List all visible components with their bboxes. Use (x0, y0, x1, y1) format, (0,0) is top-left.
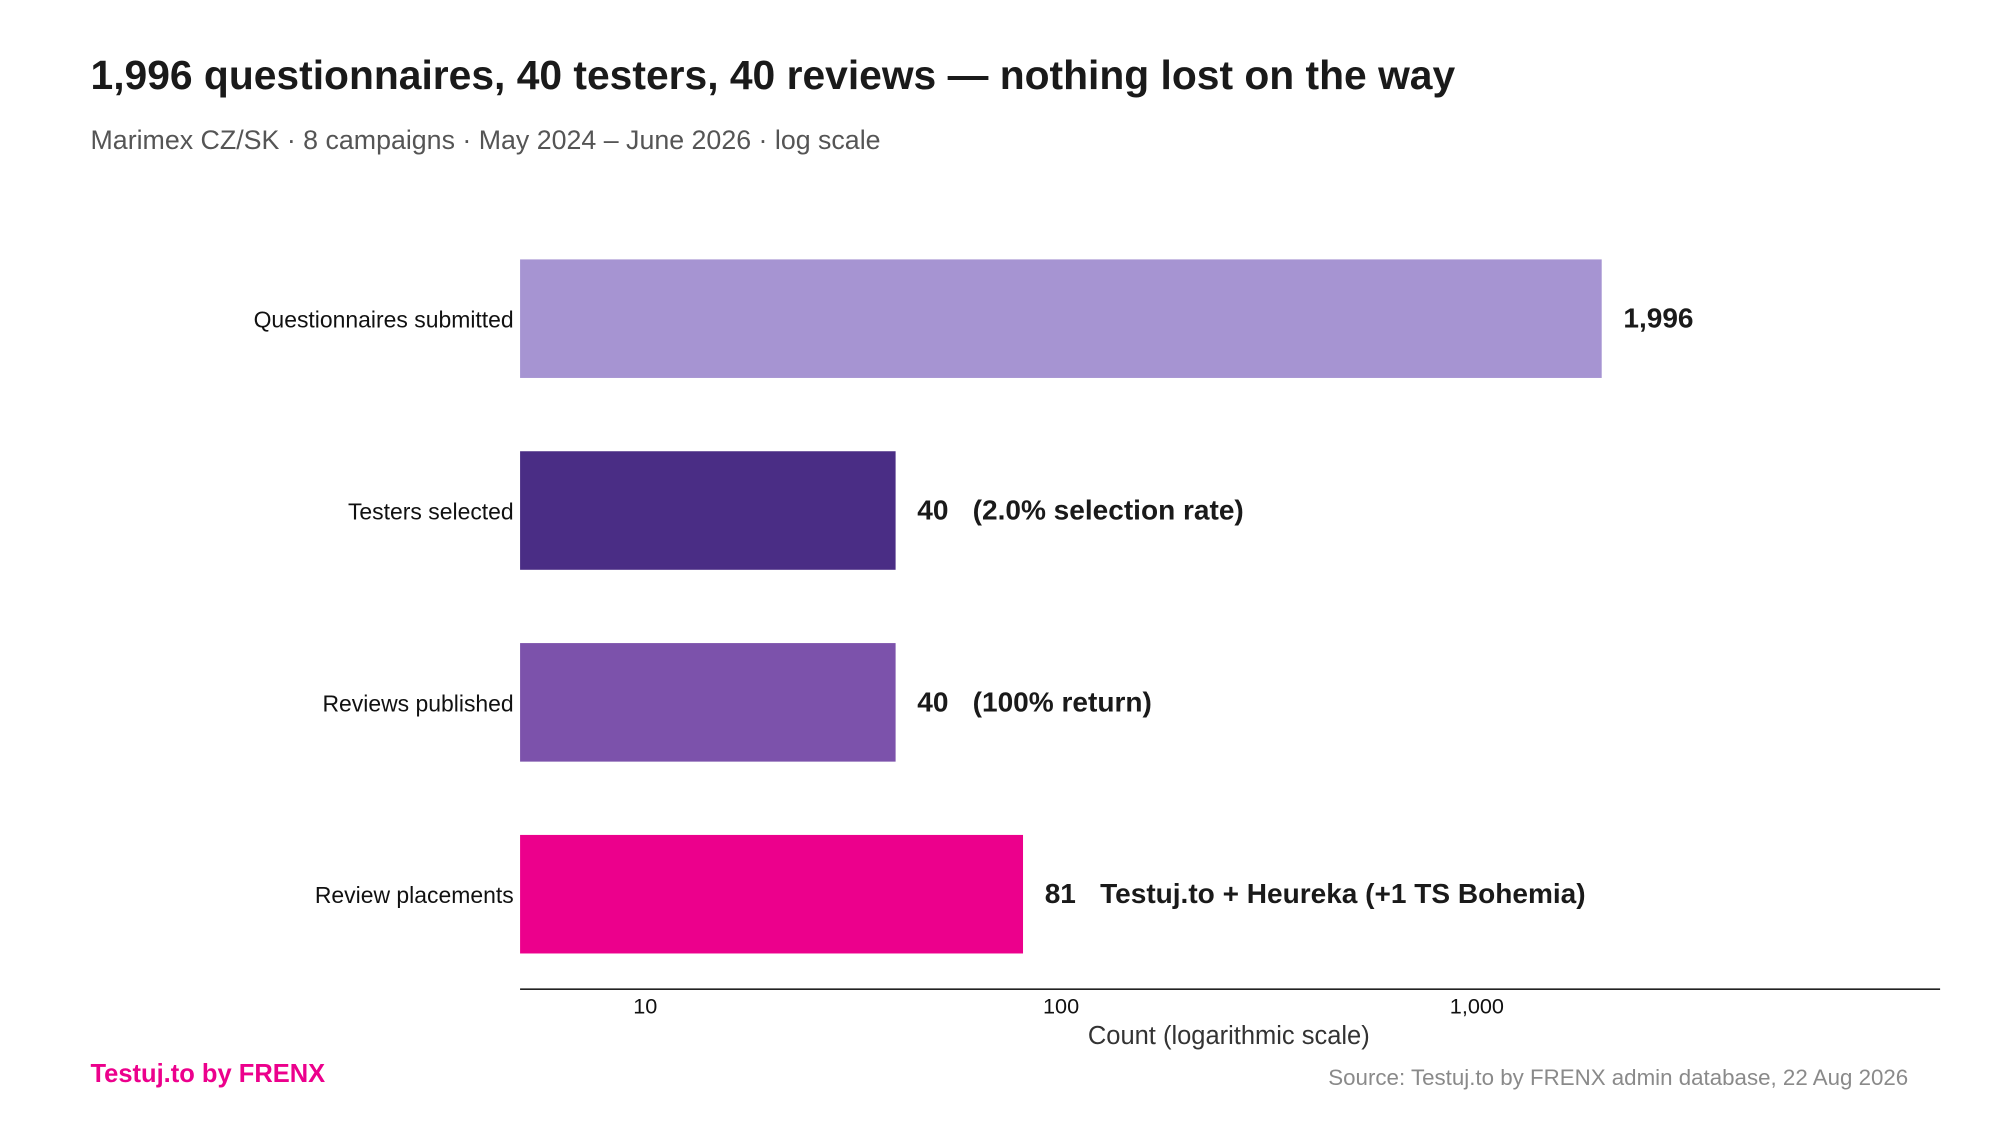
bar-annotation: (2.0% selection rate) (973, 494, 1244, 525)
x-tick-label: 10 (633, 993, 657, 1018)
value-label: 81 (1045, 878, 1076, 909)
bar (520, 643, 896, 762)
bar-annotation: (100% return) (973, 686, 1152, 717)
x-tick-label: 100 (1043, 993, 1079, 1018)
x-tick-label: 1,000 (1450, 993, 1504, 1018)
brand-logo-text: Testuj.to by FRENX (90, 1060, 326, 1089)
chart-title: 1,996 questionnaires, 40 testers, 40 rev… (90, 52, 1456, 99)
bar-annotation: Testuj.to + Heureka (+1 TS Bohemia) (1100, 878, 1585, 909)
category-label: Testers selected (348, 498, 514, 524)
value-label: 1,996 (1623, 303, 1693, 334)
category-label: Review placements (315, 882, 514, 908)
category-label: Questionnaires submitted (254, 307, 514, 333)
bar (520, 834, 1024, 954)
bar (520, 451, 896, 570)
value-label: 40 (917, 494, 948, 525)
value-label: 40 (917, 686, 948, 717)
source-note: Source: Testuj.to by FRENX admin databas… (1328, 1064, 1909, 1090)
category-label: Reviews published (322, 690, 513, 716)
bar (520, 259, 1602, 378)
x-axis-label: Count (logarithmic scale) (1088, 1022, 1370, 1050)
chart-subtitle: Marimex CZ/SK · 8 campaigns · May 2024 –… (90, 126, 881, 156)
